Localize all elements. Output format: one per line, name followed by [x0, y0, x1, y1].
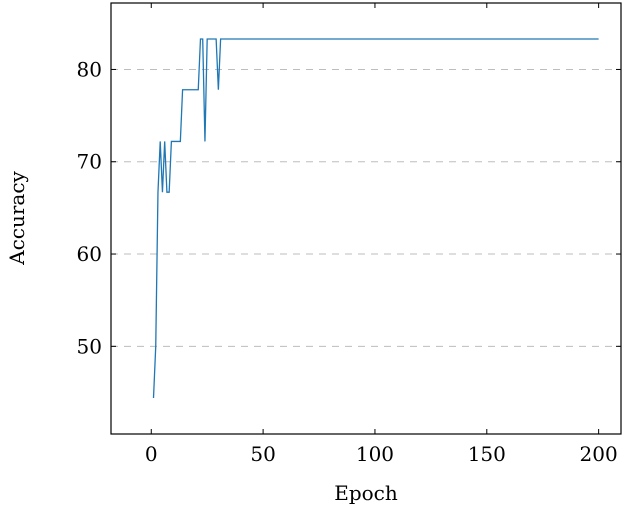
x-tick-label: 50	[250, 442, 275, 466]
x-tick-label: 200	[580, 442, 618, 466]
x-tick-label: 0	[145, 442, 158, 466]
y-tick-label: 50	[77, 334, 102, 358]
x-axis-label: Epoch	[334, 481, 398, 505]
x-tick-label: 100	[356, 442, 394, 466]
y-tick-label: 80	[77, 57, 102, 81]
tick-marks	[111, 3, 621, 434]
grid-lines	[111, 68, 621, 347]
series-line	[152, 38, 599, 399]
y-tick-label: 60	[77, 242, 102, 266]
y-tick-label: 70	[77, 150, 102, 174]
y-axis-label: Accuracy	[5, 170, 29, 265]
series-layer	[152, 38, 599, 399]
tick-labels: 50 60 70 80 0 50 100 150 200	[77, 57, 618, 466]
x-tick-label: 150	[468, 442, 506, 466]
plot-frame	[110, 2, 622, 435]
